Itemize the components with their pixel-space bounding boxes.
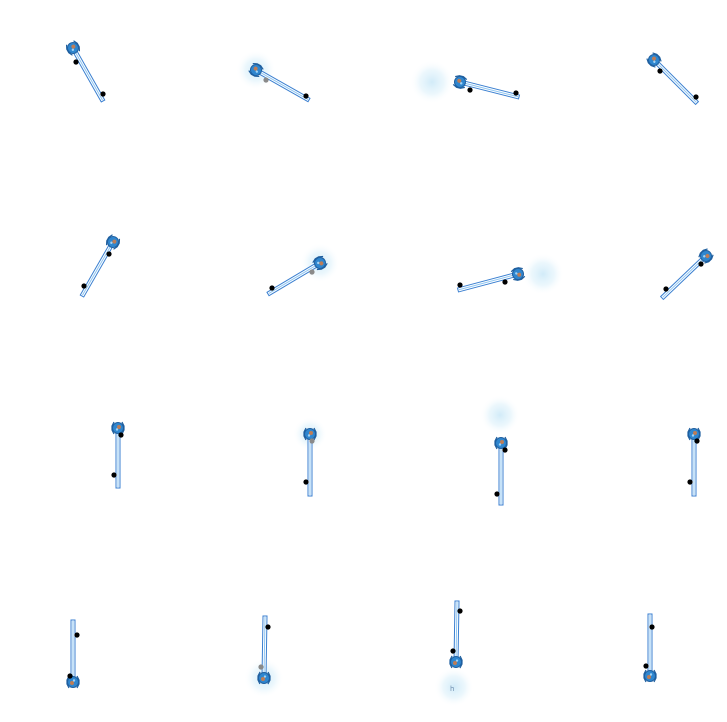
rod-core (662, 257, 705, 298)
tool-rod (254, 67, 311, 103)
target-dot-icon (67, 673, 73, 679)
target-dot-icon (265, 624, 271, 630)
target-dot-icon (106, 251, 112, 257)
target-dot-icon (73, 59, 79, 65)
glow-highlight (480, 395, 520, 435)
gripper-icon (66, 675, 80, 689)
target-dot-icon (698, 261, 704, 267)
pose-panel-2 (236, 50, 311, 103)
target-dot-icon (309, 269, 315, 275)
target-dot-icon (657, 68, 663, 74)
gripper-icon (643, 669, 657, 683)
target-dot-icon (263, 77, 269, 83)
rod-core (458, 274, 517, 291)
pose-panel-7 (456, 253, 564, 295)
pose-panel-12 (687, 427, 701, 497)
target-dot-icon (100, 91, 106, 97)
gripper-icon (494, 436, 508, 450)
pose-panel-3 (410, 60, 521, 104)
gripper-icon (452, 75, 468, 89)
rod-core (461, 82, 519, 98)
target-dot-icon (118, 432, 124, 438)
tool-rod (79, 240, 116, 298)
gripper-icon (646, 52, 662, 68)
rod-core (655, 61, 697, 103)
gripper-icon (449, 655, 463, 669)
tool-rod (70, 619, 76, 683)
pose-panel-8 (659, 248, 714, 301)
target-dot-icon (450, 648, 456, 654)
rod-core (268, 263, 319, 294)
tool-rod (691, 433, 697, 497)
target-dot-icon (687, 479, 693, 485)
gripper-icon (105, 234, 121, 250)
pose-panel-14 (244, 615, 284, 698)
tool-rod (647, 613, 653, 677)
rod-core (73, 49, 103, 101)
small-label: h (450, 685, 454, 693)
rod-core (263, 616, 266, 677)
tool-rod (70, 46, 106, 103)
tool-rod (498, 442, 504, 506)
target-dot-icon (111, 472, 117, 478)
tool-rod (651, 57, 700, 106)
target-dot-icon (258, 664, 264, 670)
rod-core (455, 601, 458, 661)
target-dot-icon (643, 663, 649, 669)
target-dot-icon (309, 438, 315, 444)
target-dot-icon (502, 447, 508, 453)
target-dot-icon (74, 632, 80, 638)
pose-panel-16 (643, 613, 657, 683)
gripper-icon (111, 421, 125, 435)
target-dot-icon (663, 286, 669, 292)
target-dot-icon (457, 282, 463, 288)
target-dot-icon (693, 94, 699, 100)
target-dot-icon (467, 87, 473, 93)
target-dot-icon (81, 283, 87, 289)
pose-panel-6 (266, 243, 340, 297)
panels-layer (65, 40, 714, 707)
target-dot-icon (303, 93, 309, 99)
target-dot-icon (494, 491, 500, 497)
pose-panel-4 (646, 52, 700, 106)
rod-core (82, 243, 113, 296)
target-dot-icon (649, 624, 655, 630)
pose-panel-5 (79, 234, 121, 298)
target-dot-icon (694, 438, 700, 444)
pose-panel-10 (293, 417, 327, 497)
target-dot-icon (269, 285, 275, 291)
gripper-icon (65, 40, 81, 56)
target-dot-icon (513, 90, 519, 96)
glow-highlight (410, 60, 454, 104)
target-dot-icon (457, 608, 463, 614)
target-dot-icon (303, 479, 309, 485)
tool-rod (266, 260, 322, 297)
gripper-icon (698, 248, 714, 264)
gripper-icon (257, 671, 271, 685)
gripper-icon (303, 427, 317, 441)
glow-highlight (522, 253, 564, 295)
pose-panel-11 (480, 395, 520, 506)
pose-panel-9 (111, 421, 125, 489)
gripper-icon (248, 62, 264, 78)
gripper-icon (687, 427, 701, 441)
rod-core (257, 70, 309, 100)
pose-panel-1 (65, 40, 106, 103)
gripper-icon (510, 267, 526, 281)
pose-panel-13 (66, 619, 80, 689)
tool-rod (659, 253, 709, 301)
gripper-icon (312, 255, 328, 271)
tool-rod (456, 271, 520, 293)
target-dot-icon (502, 279, 508, 285)
tool-rod (307, 433, 313, 497)
